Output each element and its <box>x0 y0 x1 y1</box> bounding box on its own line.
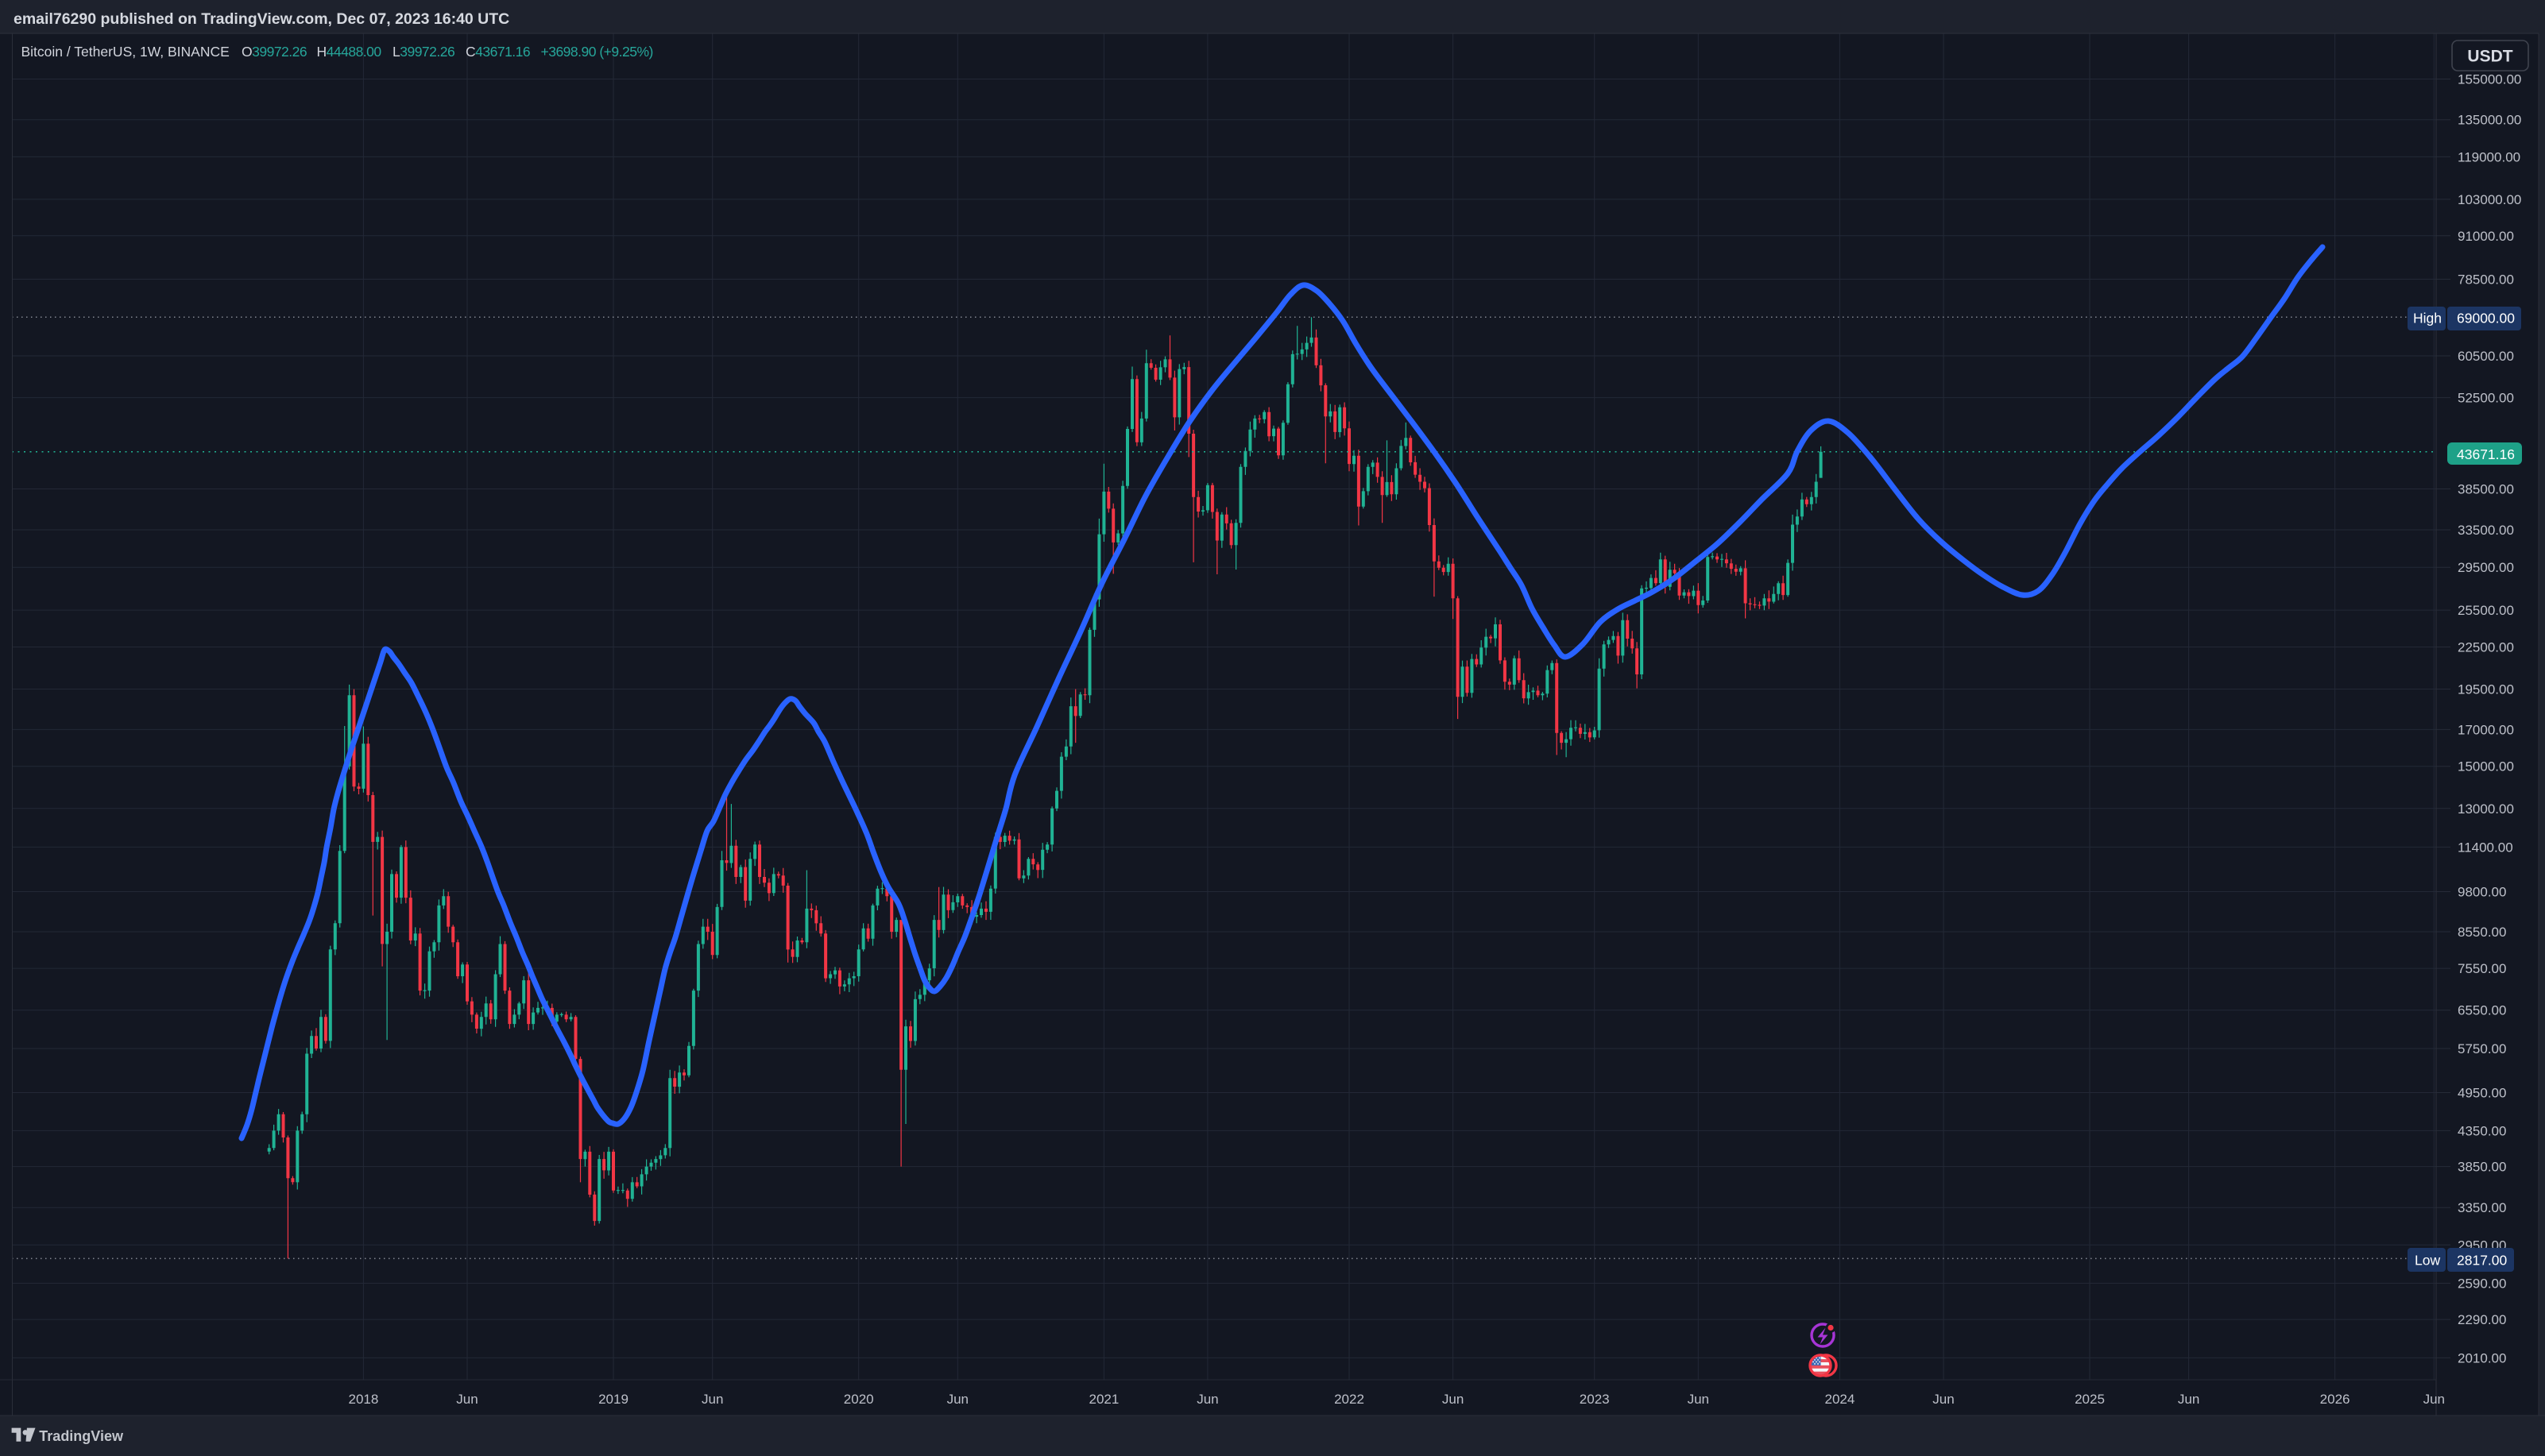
svg-text:52500.00: 52500.00 <box>2458 391 2514 406</box>
svg-text:Jun: Jun <box>2178 1392 2199 1407</box>
svg-text:Low: Low <box>2415 1253 2440 1269</box>
svg-text:2025: 2025 <box>2075 1392 2105 1407</box>
svg-text:91000.00: 91000.00 <box>2458 229 2514 244</box>
svg-text:22500.00: 22500.00 <box>2458 640 2514 655</box>
svg-text:2018: 2018 <box>348 1392 378 1407</box>
svg-text:78500.00: 78500.00 <box>2458 272 2514 288</box>
svg-text:25500.00: 25500.00 <box>2458 603 2514 618</box>
svg-text:60500.00: 60500.00 <box>2458 349 2514 364</box>
svg-text:9800.00: 9800.00 <box>2458 885 2506 900</box>
svg-text:Bitcoin / TetherUS, 1W, BINANC: Bitcoin / TetherUS, 1W, BINANCE <box>21 44 230 60</box>
svg-text:Jun: Jun <box>947 1392 969 1407</box>
svg-text:19500.00: 19500.00 <box>2458 682 2514 697</box>
svg-text:6550.00: 6550.00 <box>2458 1003 2506 1018</box>
svg-text:5750.00: 5750.00 <box>2458 1041 2506 1056</box>
svg-text:C43671.16: C43671.16 <box>466 44 530 60</box>
svg-text:2026: 2026 <box>2320 1392 2350 1407</box>
svg-text:69000.00: 69000.00 <box>2457 311 2515 326</box>
svg-text:Jun: Jun <box>1197 1392 1218 1407</box>
svg-text:2019: 2019 <box>598 1392 629 1407</box>
svg-text:155000.00: 155000.00 <box>2458 72 2521 87</box>
svg-text:email76290 published on Tradin: email76290 published on TradingView.com,… <box>14 10 509 28</box>
svg-text:29500.00: 29500.00 <box>2458 560 2514 575</box>
svg-text:2023: 2023 <box>1580 1392 1610 1407</box>
svg-text:8550.00: 8550.00 <box>2458 925 2506 940</box>
svg-text:Jun: Jun <box>1688 1392 1709 1407</box>
svg-text:L39972.26: L39972.26 <box>393 44 454 60</box>
svg-text:Jun: Jun <box>2423 1392 2445 1407</box>
svg-text:4350.00: 4350.00 <box>2458 1123 2506 1138</box>
svg-text:43671.16: 43671.16 <box>2457 446 2515 462</box>
svg-text:103000.00: 103000.00 <box>2458 192 2521 207</box>
svg-text:3350.00: 3350.00 <box>2458 1200 2506 1215</box>
svg-text:High: High <box>2413 311 2442 326</box>
svg-text:135000.00: 135000.00 <box>2458 113 2521 128</box>
svg-text:Jun: Jun <box>702 1392 723 1407</box>
svg-text:2010.00: 2010.00 <box>2458 1350 2506 1365</box>
svg-text:2022: 2022 <box>1334 1392 1364 1407</box>
svg-text:2590.00: 2590.00 <box>2458 1276 2506 1292</box>
svg-text:3850.00: 3850.00 <box>2458 1160 2506 1175</box>
svg-text:Jun: Jun <box>456 1392 478 1407</box>
svg-text:+3698.90 (+9.25%): +3698.90 (+9.25%) <box>541 44 653 60</box>
svg-text:H44488.00: H44488.00 <box>317 44 382 60</box>
svg-text:2290.00: 2290.00 <box>2458 1312 2506 1327</box>
svg-text:17000.00: 17000.00 <box>2458 722 2514 737</box>
svg-text:2021: 2021 <box>1089 1392 1119 1407</box>
svg-text:38500.00: 38500.00 <box>2458 482 2514 497</box>
svg-text:2817.00: 2817.00 <box>2457 1253 2508 1269</box>
svg-text:Jun: Jun <box>1442 1392 1464 1407</box>
svg-text:33500.00: 33500.00 <box>2458 523 2514 538</box>
svg-text:13000.00: 13000.00 <box>2458 801 2514 817</box>
svg-text:119000.00: 119000.00 <box>2458 149 2520 164</box>
svg-text:11400.00: 11400.00 <box>2458 840 2513 855</box>
svg-text:4950.00: 4950.00 <box>2458 1086 2506 1101</box>
svg-text:TradingView: TradingView <box>39 1428 124 1444</box>
svg-text:Jun: Jun <box>1932 1392 1954 1407</box>
svg-text:2024: 2024 <box>1824 1392 1855 1407</box>
svg-text:USDT: USDT <box>2467 48 2512 66</box>
svg-text:7550.00: 7550.00 <box>2458 961 2506 976</box>
svg-text:15000.00: 15000.00 <box>2458 759 2514 774</box>
svg-text:2020: 2020 <box>844 1392 874 1407</box>
svg-text:O39972.26: O39972.26 <box>242 44 307 60</box>
